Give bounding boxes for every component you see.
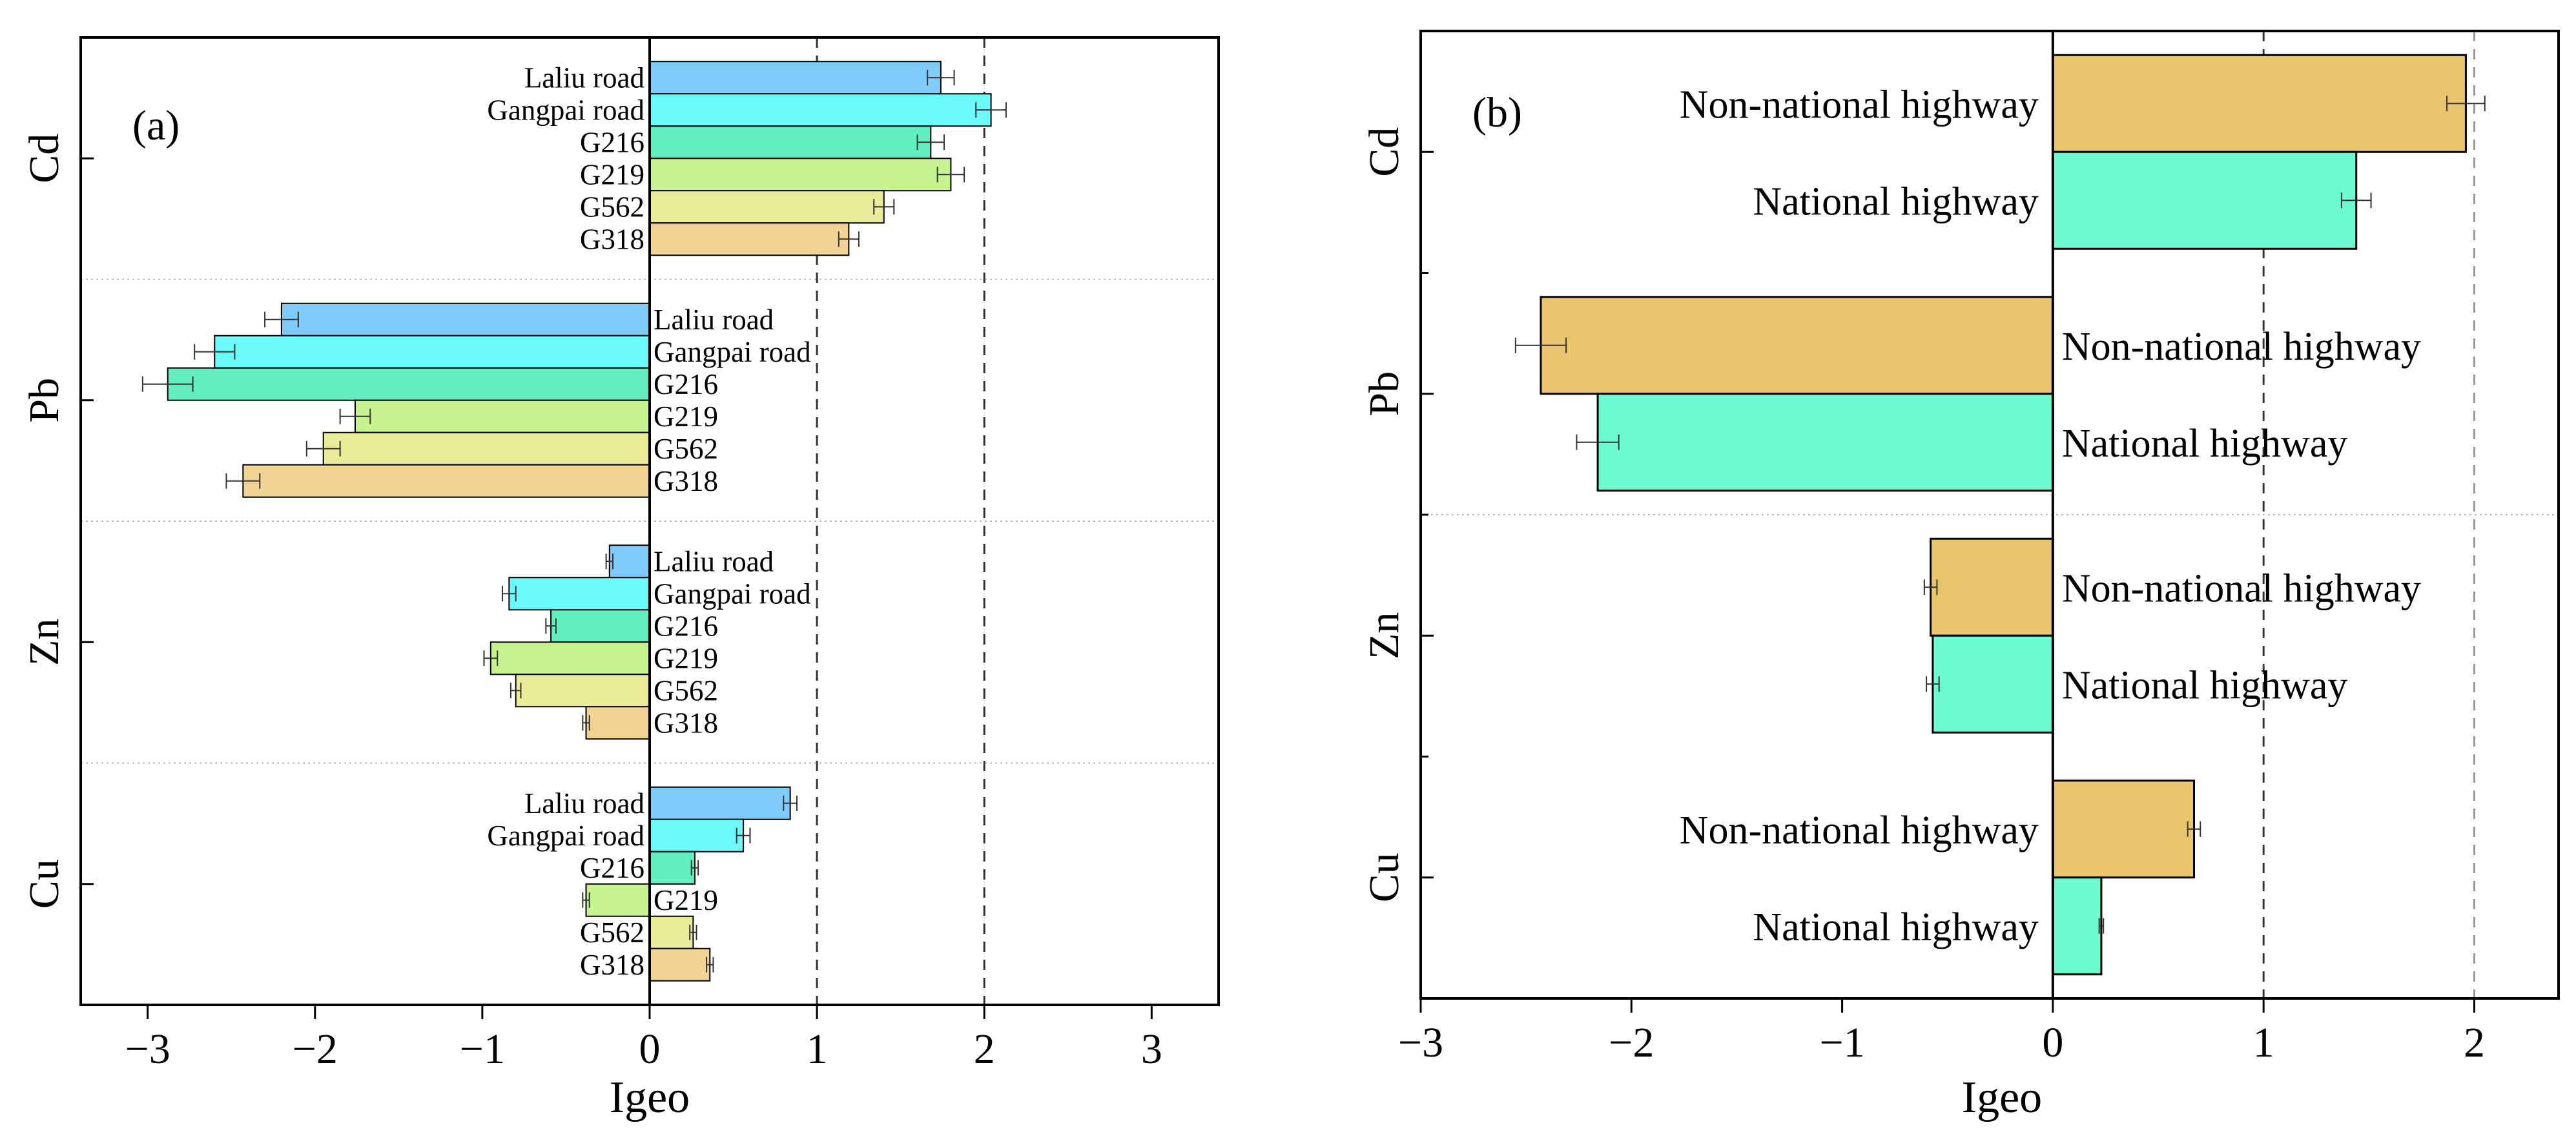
bar-cd-non-national-highway [2052, 54, 2467, 153]
bar-cd-national-highway [2052, 150, 2358, 250]
bar-label: Non-national highway [1680, 83, 2039, 127]
bar-label: National highway [2062, 663, 2348, 707]
bar-label: Gangpai road [487, 820, 644, 852]
bar-pb-g219 [354, 399, 650, 433]
bar-label: G318 [580, 223, 644, 255]
x-axis-label-a: Igeo [610, 1073, 690, 1122]
bar-pb-g562 [322, 431, 650, 466]
bar-label: G219 [654, 642, 718, 674]
bar-label: G318 [654, 707, 718, 739]
bar-zn-g216 [550, 609, 651, 643]
y-category-label-pb: Pb [1361, 371, 1408, 417]
y-category-label-cu: Cu [21, 859, 68, 909]
y-category-label-zn: Zn [21, 619, 68, 666]
bar-pb-g216 [167, 367, 651, 401]
bar-cu-g219 [585, 883, 650, 917]
bar-pb-g318 [242, 464, 650, 498]
bar-pb-national-highway [1596, 393, 2054, 492]
bar-label: G216 [580, 852, 644, 884]
bar-zn-national-highway [1932, 634, 2054, 734]
bar-label: G562 [654, 433, 718, 465]
bar-label: Laliu road [654, 304, 774, 336]
bar-cd-laliu-road [649, 61, 942, 95]
bar-pb-non-national-highway [1540, 296, 2054, 395]
bar-cd-g562 [649, 190, 885, 224]
bar-cd-gangpai-road [649, 93, 992, 127]
y-category-label-pb: Pb [21, 378, 68, 423]
bar-label: Laliu road [524, 61, 644, 94]
bar-pb-gangpai-road [214, 335, 650, 369]
bar-zn-non-national-highway [1930, 537, 2054, 637]
x-axis-label-b: Igeo [1962, 1073, 2042, 1122]
bar-label: G562 [580, 191, 644, 223]
bar-cu-gangpai-road [649, 818, 745, 852]
x-tick-label: 0 [2042, 1019, 2063, 1066]
bar-label: G216 [654, 610, 718, 642]
y-category-label-zn: Zn [1361, 612, 1408, 659]
bar-label: Laliu road [654, 545, 774, 577]
bar-label: Non-national highway [2062, 566, 2421, 610]
bar-label: National highway [1753, 905, 2039, 949]
bar-label: Non-national highway [1680, 809, 2039, 852]
y-category-label-cd: Cd [1361, 127, 1408, 177]
bar-label: National highway [2062, 422, 2348, 466]
chart-panel-b: Non-national highway National highway Non-… [1361, 30, 2560, 1122]
x-tick-label: −3 [125, 1026, 170, 1073]
x-tick-label: 0 [639, 1026, 661, 1073]
bar-label: Gangpai road [654, 577, 811, 610]
bar-cu-g216 [649, 851, 696, 885]
bar-label: G318 [580, 949, 644, 981]
bar-zn-g562 [515, 674, 650, 708]
y-category-label-cu: Cu [1361, 852, 1408, 902]
bar-label: G216 [654, 368, 718, 400]
bar-cu-g318 [649, 947, 711, 982]
x-tick-label: 3 [1141, 1026, 1162, 1073]
panel-label-a: (a) [132, 102, 180, 149]
x-tick-label: 1 [2253, 1019, 2274, 1066]
x-tick-label: 1 [807, 1026, 828, 1073]
bar-label: G562 [654, 674, 718, 707]
bar-pb-laliu-road [280, 302, 650, 336]
bar-label: Laliu road [524, 787, 644, 820]
x-tick-label: −1 [460, 1026, 505, 1073]
bar-zn-g318 [585, 706, 650, 740]
panel-label-b: (b) [1472, 89, 1522, 136]
x-tick-label: −2 [1609, 1019, 1654, 1066]
y-category-label-cd: Cd [21, 134, 68, 183]
x-tick-label: 2 [2464, 1019, 2485, 1066]
bar-label: Gangpai road [487, 94, 644, 126]
bar-cd-g216 [649, 125, 932, 160]
x-tick-label: −1 [1819, 1019, 1864, 1066]
bar-cu-laliu-road [649, 786, 791, 820]
bar-cu-non-national-highway [2052, 780, 2196, 879]
bar-label: Gangpai road [654, 336, 811, 368]
bar-cd-g318 [649, 222, 850, 256]
bar-label: G562 [580, 916, 644, 949]
bar-zn-g219 [489, 641, 651, 676]
bar-label: G216 [580, 126, 644, 158]
bar-cu-g562 [649, 915, 694, 949]
bar-label: G318 [654, 465, 718, 497]
bar-cd-g219 [649, 158, 952, 192]
bar-zn-laliu-road [608, 544, 651, 579]
bar-label: G219 [654, 400, 718, 433]
bar-label: G219 [580, 158, 644, 191]
bar-label: Non-national highway [2062, 325, 2421, 369]
bar-zn-gangpai-road [508, 577, 651, 611]
bar-cu-national-highway [2052, 876, 2103, 976]
x-tick-label: −2 [293, 1026, 338, 1073]
bar-label: G219 [654, 884, 718, 916]
x-tick-label: −3 [1398, 1019, 1443, 1066]
x-tick-label: 2 [974, 1026, 995, 1073]
bar-label: National highway [1753, 180, 2039, 223]
